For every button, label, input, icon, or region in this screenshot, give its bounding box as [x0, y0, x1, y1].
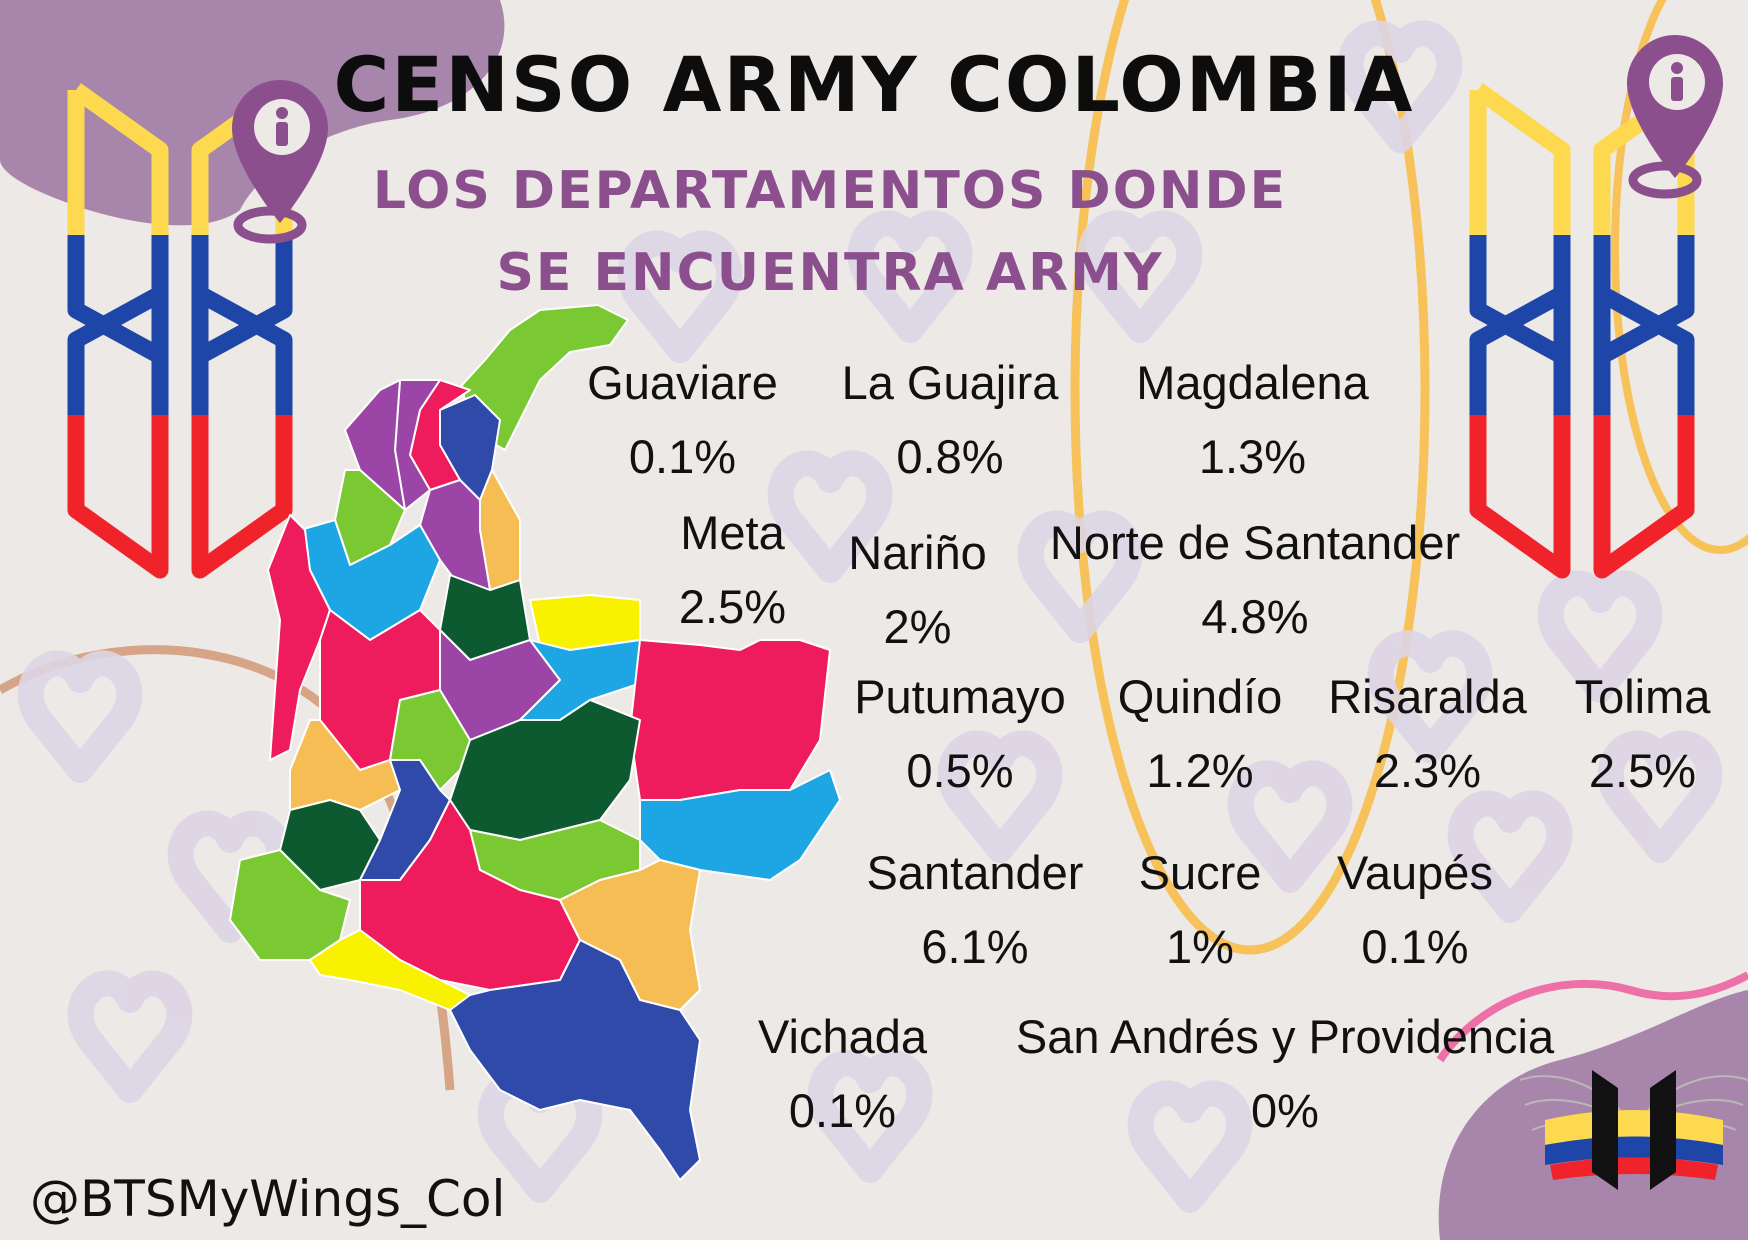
stat-value: 0%: [1251, 1084, 1319, 1137]
social-handle: @BTSMyWings_Col: [30, 1170, 506, 1228]
stat-name: Vaupés: [1337, 846, 1493, 899]
page-title: CENSO ARMY COLOMBIA: [333, 40, 1415, 129]
stat-value: 0.5%: [906, 744, 1014, 797]
stat-name: La Guajira: [841, 356, 1059, 409]
stat-la-guajira: La Guajira 0.8%: [820, 346, 1080, 494]
bts-logo-icon: [67, 83, 293, 579]
bts-logo-icon: [1469, 83, 1695, 579]
stat-value: 1.2%: [1146, 744, 1254, 797]
stat-name: Nariño: [848, 526, 987, 579]
stat-value: 6.1%: [921, 920, 1029, 973]
stat-tolima: Tolima 2.5%: [1545, 660, 1740, 808]
stat-meta: Meta 2.5%: [650, 496, 815, 644]
stat-name: Norte de Santander: [1049, 516, 1461, 569]
stat-value: 0.1%: [788, 1084, 897, 1137]
stat-narino: Nariño 2%: [835, 516, 1000, 664]
stat-san-andres-y-providencia: San Andrés y Providencia 0%: [960, 1000, 1610, 1148]
stat-value: 0.1%: [628, 430, 737, 483]
winged-bts-logo-icon: [1520, 1070, 1748, 1190]
location-pin-icon: [232, 80, 328, 244]
stat-sucre: Sucre 1%: [1110, 836, 1290, 984]
stat-name: Magdalena: [1136, 356, 1369, 409]
stat-name: Meta: [680, 506, 785, 559]
stat-risaralda: Risaralda 2.3%: [1305, 660, 1550, 808]
stat-value: 0.1%: [1361, 920, 1469, 973]
stat-vaupes: Vaupés 0.1%: [1310, 836, 1520, 984]
stat-value: 2.5%: [678, 580, 787, 633]
stat-santander: Santander 6.1%: [845, 836, 1105, 984]
stat-putumayo: Putumayo 0.5%: [830, 660, 1090, 808]
stat-name: Tolima: [1574, 670, 1711, 723]
stat-magdalena: Magdalena 1.3%: [1115, 346, 1390, 494]
page-subtitle: LOS DEPARTAMENTOS DONDE SE ENCUENTRA ARM…: [372, 161, 1288, 303]
stat-name: Risaralda: [1328, 670, 1527, 723]
stat-name: Guaviare: [587, 356, 778, 409]
stat-quindio: Quindío 1.2%: [1100, 660, 1300, 808]
stat-name: Quindío: [1117, 670, 1283, 723]
stat-name: San Andrés y Providencia: [1015, 1010, 1555, 1063]
stat-name: Sucre: [1138, 846, 1262, 899]
location-pin-icon: [1627, 35, 1723, 199]
stat-norte-de-santander: Norte de Santander 4.8%: [1025, 506, 1485, 654]
stat-value: 1%: [1166, 920, 1234, 973]
stat-value: 1.3%: [1198, 430, 1307, 483]
stat-value: 2.3%: [1373, 744, 1482, 797]
stat-value: 4.8%: [1201, 590, 1309, 643]
stat-name: Vichada: [758, 1010, 927, 1063]
stat-value: 0.8%: [896, 430, 1004, 483]
stat-vichada: Vichada 0.1%: [735, 1000, 950, 1148]
stat-name: Putumayo: [854, 670, 1066, 723]
stat-name: Santander: [866, 846, 1084, 899]
stat-guaviare: Guaviare 0.1%: [570, 346, 795, 494]
stat-value: 2.5%: [1588, 744, 1697, 797]
stat-value: 2%: [883, 600, 952, 653]
